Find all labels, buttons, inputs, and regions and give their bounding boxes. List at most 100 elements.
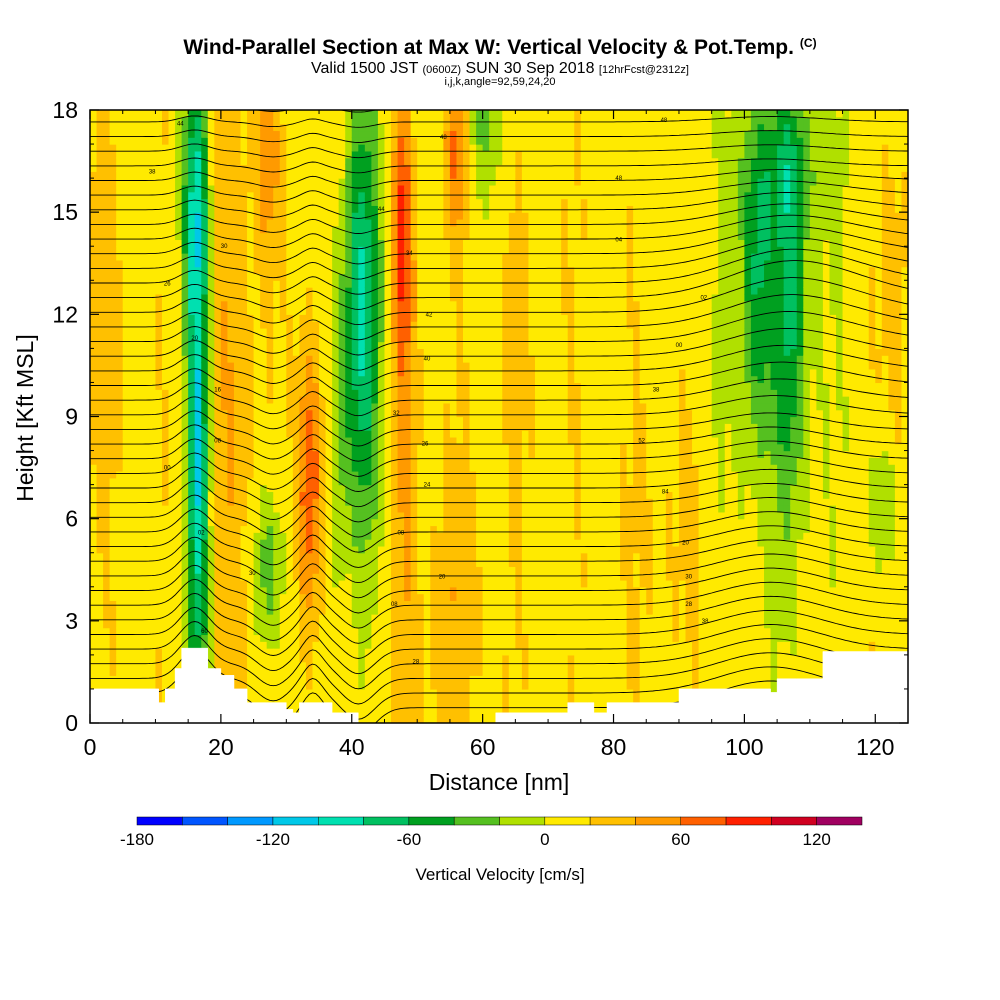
field-cell [345, 375, 353, 384]
field-cell [181, 607, 189, 615]
field-cell [312, 579, 320, 588]
field-cell [436, 259, 444, 268]
field-cell [436, 539, 444, 547]
field-cell [161, 239, 170, 247]
field-cell [443, 579, 451, 588]
field-cell [338, 259, 346, 268]
field-cell [391, 600, 399, 608]
field-cell [96, 675, 104, 683]
field-cell [194, 246, 202, 254]
field-cell [319, 416, 327, 424]
field-cell [260, 654, 268, 663]
field-cell [214, 450, 222, 458]
field-cell [240, 198, 248, 206]
field-cell [247, 525, 255, 533]
field-cell [305, 157, 314, 166]
field-cell [430, 280, 438, 288]
field-cell [351, 416, 359, 424]
field-cell [299, 620, 307, 629]
field-cell [338, 648, 346, 656]
field-cell [423, 287, 431, 295]
field-cell [220, 321, 229, 329]
field-cell [436, 232, 444, 241]
field-cell [109, 505, 117, 513]
field-cell [305, 205, 314, 213]
field-cell [410, 178, 418, 186]
field-cell [384, 586, 392, 595]
field-cell [384, 641, 392, 649]
field-cell [332, 545, 340, 554]
field-cell [175, 355, 183, 363]
field-cell [364, 300, 372, 309]
field-cell [279, 443, 287, 452]
field-cell [168, 566, 176, 574]
field-cell [122, 627, 130, 636]
field-cell [397, 695, 405, 704]
field-cell [122, 287, 130, 295]
field-cell [430, 627, 438, 636]
field-cell [417, 716, 425, 723]
field-cell [351, 436, 359, 445]
field-cell [181, 409, 189, 418]
field-cell [220, 178, 229, 186]
field-cell [292, 525, 301, 533]
field-cell [175, 614, 183, 622]
field-cell [201, 491, 209, 499]
field-cell [436, 225, 444, 234]
field-cell [319, 178, 327, 186]
field-cell [397, 709, 405, 717]
field-cell [175, 566, 183, 574]
field-cell [96, 436, 104, 445]
field-cell [247, 368, 255, 377]
field-cell [377, 396, 386, 404]
field-cell [371, 552, 379, 561]
field-cell [423, 116, 431, 125]
field-cell [319, 641, 327, 649]
field-cell [436, 416, 444, 424]
field-cell [247, 341, 255, 349]
field-cell [299, 232, 307, 241]
field-cell [220, 539, 229, 547]
field-cell [338, 396, 346, 404]
field-cell [90, 654, 98, 663]
field-cell [122, 314, 130, 322]
field-cell [371, 668, 379, 676]
field-cell [377, 348, 386, 356]
field-cell [397, 205, 405, 213]
field-cell [430, 477, 438, 486]
field-cell [181, 300, 189, 309]
field-cell [135, 416, 143, 424]
field-cell [266, 171, 274, 179]
field-cell [292, 477, 301, 486]
field-cell [247, 464, 255, 472]
field-cell [90, 641, 98, 649]
field-cell [253, 246, 261, 254]
field-cell [384, 259, 392, 268]
field-cell [227, 178, 235, 186]
field-cell [299, 355, 307, 363]
field-cell [103, 464, 111, 472]
field-cell [207, 402, 215, 411]
field-cell [90, 164, 98, 172]
field-cell [214, 566, 222, 574]
field-cell [194, 225, 202, 234]
field-cell [116, 559, 124, 567]
field-cell [142, 300, 150, 309]
field-cell [148, 273, 157, 281]
field-cell [214, 389, 222, 397]
field-cell [103, 355, 111, 363]
field-cell [188, 620, 196, 629]
field-cell [436, 123, 444, 132]
field-cell [391, 423, 399, 431]
field-cell [319, 130, 327, 138]
field-cell [325, 362, 333, 370]
field-cell [266, 436, 274, 445]
field-cell [90, 620, 98, 629]
field-cell [417, 259, 425, 268]
field-cell [148, 334, 157, 343]
field-cell [161, 682, 170, 690]
field-cell [312, 362, 320, 370]
field-cell [292, 511, 301, 520]
field-cell [364, 552, 372, 561]
field-cell [227, 525, 235, 533]
